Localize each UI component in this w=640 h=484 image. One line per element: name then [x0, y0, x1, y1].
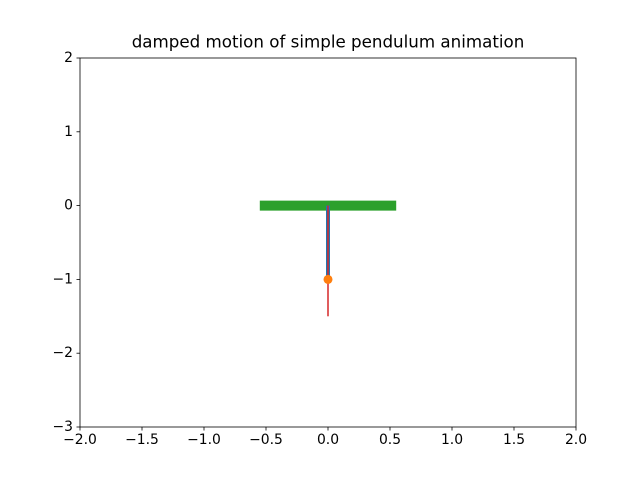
y-tick-label: 2	[64, 50, 73, 66]
x-tick-label: 1.5	[503, 432, 525, 448]
y-tick-label: −2	[53, 345, 73, 361]
x-tick-label: 0.0	[317, 432, 339, 448]
y-tick-label: −1	[53, 271, 73, 287]
x-tick-label: 1.0	[441, 432, 463, 448]
x-tick-label: 0.5	[379, 432, 401, 448]
y-tick-label: −3	[53, 419, 73, 435]
y-tick-label: 0	[64, 198, 73, 214]
x-tick-label: −2.0	[63, 432, 97, 448]
y-tick-label: 1	[64, 124, 73, 140]
x-tick-label: −1.0	[187, 432, 221, 448]
x-tick-label: −1.5	[125, 432, 159, 448]
chart-title: damped motion of simple pendulum animati…	[132, 32, 525, 52]
x-tick-label: 2.0	[565, 432, 587, 448]
marker-point	[323, 274, 333, 284]
x-tick-label: −0.5	[249, 432, 283, 448]
